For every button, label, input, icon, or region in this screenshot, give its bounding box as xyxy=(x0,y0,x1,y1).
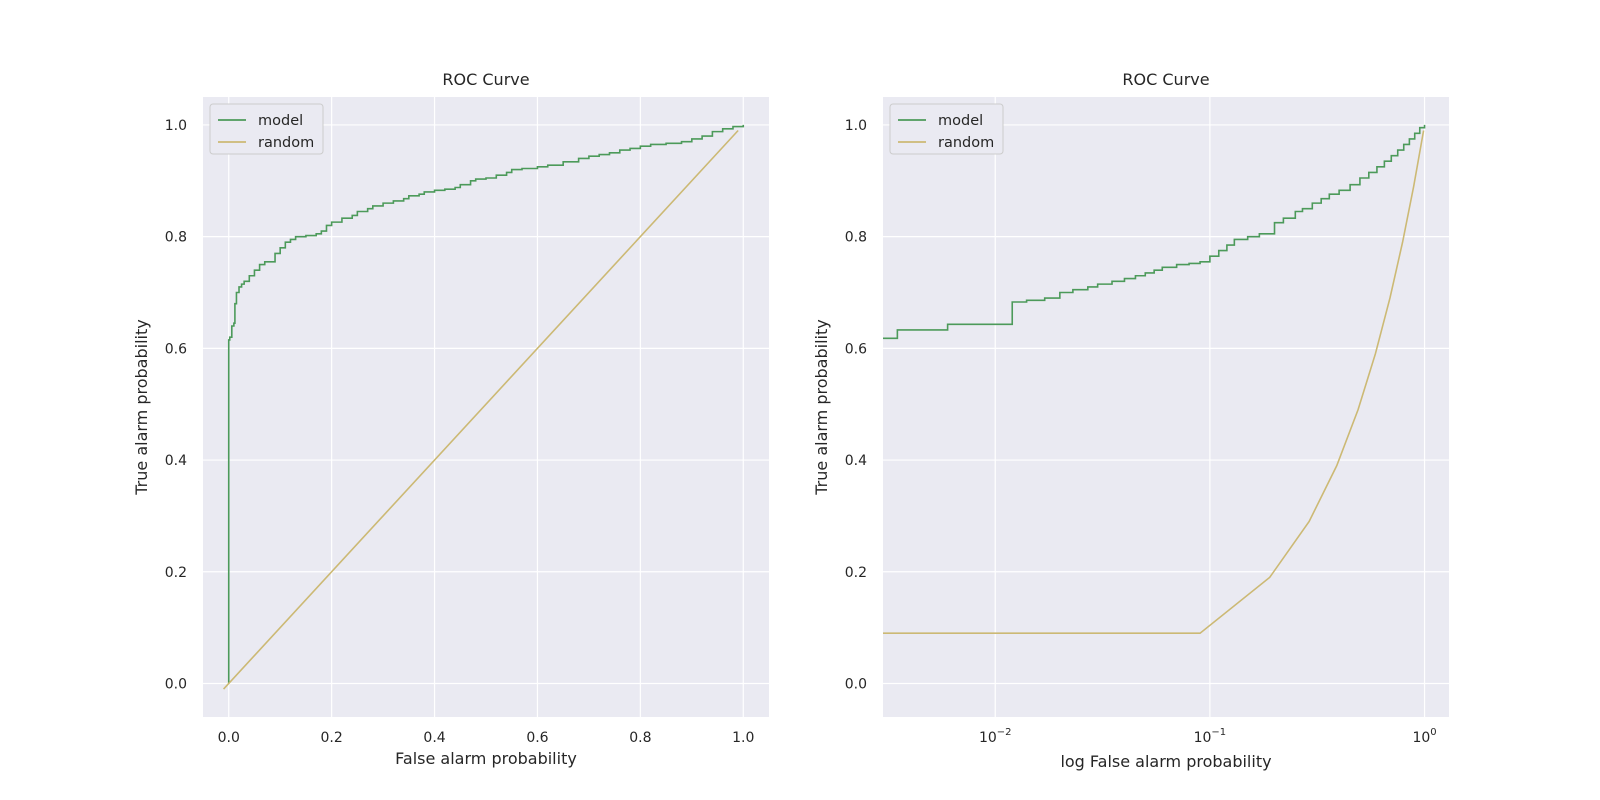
legend-label-random: random xyxy=(938,135,994,151)
legend: model random xyxy=(889,103,1004,155)
legend-label-random: random xyxy=(258,135,314,151)
legend: model random xyxy=(209,103,324,155)
x-tick-label: 0.4 xyxy=(423,730,445,746)
x-tick-label: 10−1 xyxy=(1194,727,1227,746)
subplot-1: 0.0 0.2 0.4 0.6 0.8 1.0 0.0 0.2 0.4 0.6 0.8 1.0 ROC … xyxy=(132,70,769,768)
subplot-2: 10−2 10−1 100 0.0 0.2 0.4 0.6 0.8 1.0 ROC Curve lo… xyxy=(812,70,1449,771)
y-tick-label: 0.8 xyxy=(845,230,867,246)
y-axis-label: True alarm probability xyxy=(132,319,151,495)
chart-title: ROC Curve xyxy=(442,70,529,89)
x-tick-label: 100 xyxy=(1412,727,1436,746)
y-tick-label: 0.6 xyxy=(165,341,187,357)
series-line-random xyxy=(883,130,1425,635)
y-tick-label: 1.0 xyxy=(165,118,187,134)
y-axis-label: True alarm probability xyxy=(812,319,831,495)
y-tick-label: 0.4 xyxy=(165,453,187,469)
x-tick-label: 0.2 xyxy=(321,730,343,746)
x-tick-label: 10−2 xyxy=(979,727,1012,746)
x-tick-label: 1.0 xyxy=(732,730,754,746)
y-tick-label: 0.0 xyxy=(845,676,867,692)
y-tick-label: 0.8 xyxy=(165,230,187,246)
chart-title: ROC Curve xyxy=(1122,70,1209,89)
x-tick-label: 0.0 xyxy=(218,730,240,746)
plot-area xyxy=(883,97,1449,717)
series-line-random xyxy=(222,129,739,690)
y-tick-label: 0.2 xyxy=(845,565,867,581)
legend-label-model: model xyxy=(938,113,983,129)
y-tick-label: 1.0 xyxy=(845,118,867,134)
y-tick-label: 0.4 xyxy=(845,453,867,469)
y-tick-label: 0.2 xyxy=(165,565,187,581)
x-tick-label: 0.6 xyxy=(526,730,548,746)
legend-label-model: model xyxy=(258,113,303,129)
x-axis-label: log False alarm probability xyxy=(1060,752,1271,771)
x-axis-label: False alarm probability xyxy=(395,749,577,768)
y-tick-label: 0.6 xyxy=(845,341,867,357)
y-tick-label: 0.0 xyxy=(165,676,187,692)
x-tick-label: 0.8 xyxy=(629,730,651,746)
series-line-model xyxy=(883,124,1426,340)
series-line-model xyxy=(227,124,745,684)
